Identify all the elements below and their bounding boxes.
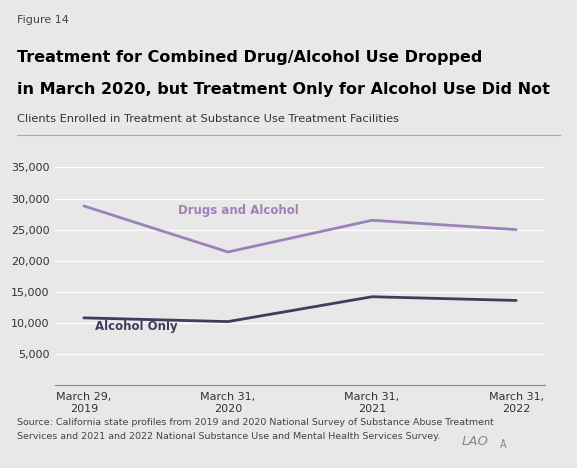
Text: Alcohol Only: Alcohol Only <box>95 320 178 333</box>
Text: in March 2020, but Treatment Only for Alcohol Use Did Not: in March 2020, but Treatment Only for Al… <box>17 82 550 97</box>
Text: LAO: LAO <box>462 435 489 448</box>
Text: Figure 14: Figure 14 <box>17 15 69 25</box>
Text: Drugs and Alcohol: Drugs and Alcohol <box>178 204 298 217</box>
Text: Treatment for Combined Drug/Alcohol Use Dropped: Treatment for Combined Drug/Alcohol Use … <box>17 50 483 65</box>
Text: Source: California state profiles from 2019 and 2020 National Survey of Substanc: Source: California state profiles from 2… <box>17 418 494 427</box>
Text: Services and 2021 and 2022 National Substance Use and Mental Health Services Sur: Services and 2021 and 2022 National Subs… <box>17 432 441 441</box>
Text: Clients Enrolled in Treatment at Substance Use Treatment Facilities: Clients Enrolled in Treatment at Substan… <box>17 114 399 124</box>
Text: Â: Â <box>500 440 506 450</box>
